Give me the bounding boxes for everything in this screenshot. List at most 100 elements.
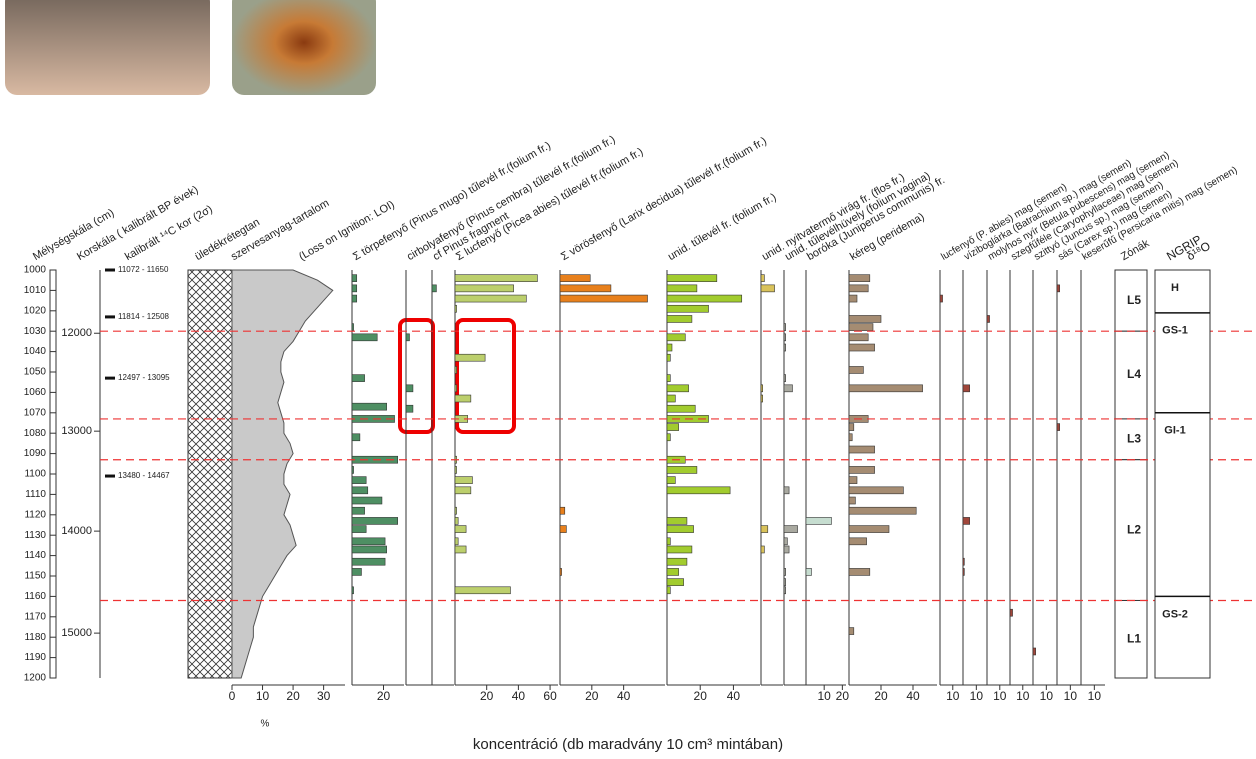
- bar: [352, 403, 387, 410]
- depth-tick-label: 1120: [24, 509, 46, 520]
- c14-marker: [105, 269, 115, 272]
- loi-tick-label: 10: [256, 689, 270, 703]
- bar: [667, 275, 717, 282]
- panel-tick-label: 20: [585, 689, 599, 703]
- bar: [667, 579, 684, 586]
- bar: [560, 285, 611, 292]
- panel-tick-label: 20: [480, 689, 494, 703]
- depth-tick-label: 1130: [24, 530, 46, 541]
- panel-tick-label: 40: [617, 689, 631, 703]
- bar: [455, 305, 457, 312]
- bar: [455, 395, 471, 402]
- c14-date: 12497 - 13095: [118, 373, 170, 382]
- photo: [232, 0, 376, 95]
- c14-marker: [105, 377, 115, 380]
- bar: [352, 434, 360, 441]
- bar: [1033, 648, 1036, 655]
- c14-date: 11814 - 12508: [118, 312, 170, 321]
- bar: [667, 395, 675, 402]
- bar: [667, 375, 670, 382]
- bar: [849, 487, 903, 494]
- column-header: Zónák: [1119, 237, 1152, 263]
- bar: [667, 305, 709, 312]
- bar: [455, 507, 457, 514]
- bar: [784, 344, 786, 351]
- bar: [667, 487, 730, 494]
- bar: [352, 275, 357, 282]
- loi-unit: %: [261, 719, 270, 730]
- bar: [806, 568, 811, 575]
- bar: [667, 477, 675, 484]
- bar: [849, 295, 857, 302]
- bar: [352, 517, 398, 524]
- bar: [784, 538, 787, 545]
- zone-label: L4: [1127, 367, 1141, 381]
- loi-tick-label: 0: [229, 689, 236, 703]
- bar: [560, 526, 566, 533]
- zone-label: L5: [1127, 293, 1141, 307]
- bar: [849, 324, 873, 331]
- bar: [455, 546, 466, 553]
- depth-tick-label: 1070: [24, 407, 47, 418]
- bar: [761, 546, 764, 553]
- bar: [849, 466, 875, 473]
- bar: [560, 275, 590, 282]
- bar: [784, 568, 786, 575]
- bar: [667, 546, 692, 553]
- bar: [352, 487, 368, 494]
- bar: [455, 517, 458, 524]
- bar: [761, 285, 775, 292]
- bar: [940, 295, 943, 302]
- ngrip-label: GS-1: [1162, 325, 1188, 337]
- depth-tick-label: 1040: [24, 346, 47, 357]
- bar: [784, 579, 786, 586]
- bar: [667, 344, 672, 351]
- bar: [784, 546, 789, 553]
- panel-tick-label: 40: [512, 689, 526, 703]
- panel-tick-label: 40: [906, 689, 920, 703]
- bar: [784, 587, 786, 594]
- bar: [849, 334, 868, 341]
- bar: [667, 568, 679, 575]
- age-tick-label: 13000: [61, 425, 92, 437]
- bar: [963, 558, 964, 565]
- zone-label: L2: [1127, 522, 1141, 536]
- panel-tick-label: 10: [1016, 689, 1030, 703]
- column-header: Mélységskála (cm): [31, 207, 116, 263]
- bar: [849, 628, 854, 635]
- bar: [849, 315, 881, 322]
- bar: [352, 497, 382, 504]
- bar: [352, 375, 365, 382]
- photo: [5, 0, 210, 95]
- c14-date: 13480 - 14467: [118, 471, 170, 480]
- depth-tick-label: 1170: [24, 611, 46, 622]
- depth-tick-label: 1060: [24, 387, 47, 398]
- zone-label: L1: [1127, 631, 1141, 645]
- chart: koncentráció (db maradvány 10 cm³ mintáb…: [0, 0, 1256, 759]
- panel-tick-label: 10: [970, 689, 984, 703]
- bar: [667, 587, 670, 594]
- zone-label: L3: [1127, 431, 1141, 445]
- bar: [849, 434, 852, 441]
- panel-tick-label: 10: [1088, 689, 1102, 703]
- bar: [406, 334, 409, 341]
- bar: [784, 334, 786, 341]
- depth-tick-label: 1150: [24, 571, 46, 582]
- bar: [352, 568, 361, 575]
- depth-tick-label: 1200: [24, 673, 47, 684]
- bar: [849, 497, 855, 504]
- bar: [963, 385, 970, 392]
- bar: [352, 466, 354, 473]
- bar: [352, 587, 354, 594]
- bar: [849, 366, 863, 373]
- panel-tick-label: 10: [946, 689, 960, 703]
- bar: [455, 295, 526, 302]
- bar: [667, 385, 689, 392]
- panel-tick-label: 10: [993, 689, 1007, 703]
- bar: [455, 466, 457, 473]
- bar: [432, 285, 436, 292]
- bar: [352, 295, 357, 302]
- x-axis-title: koncentráció (db maradvány 10 cm³ mintáb…: [473, 736, 783, 753]
- column-header: Σ lucfenyő (Picea abies) tűlevél fr.(fol…: [454, 146, 645, 263]
- bar: [667, 295, 742, 302]
